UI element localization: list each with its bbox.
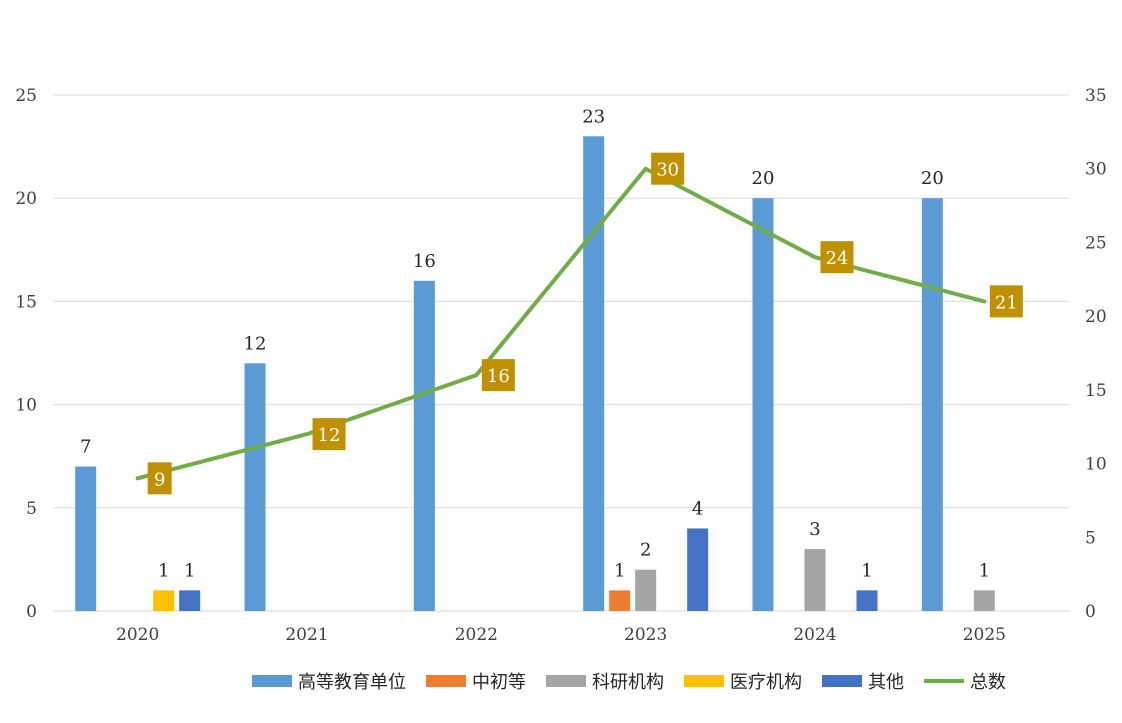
bar xyxy=(413,280,435,611)
bar-value-label: 20 xyxy=(921,168,944,189)
legend-swatch xyxy=(684,675,724,687)
y-tick-label: 25 xyxy=(15,86,37,106)
x-tick-label: 2021 xyxy=(285,625,328,645)
total-value-label: 24 xyxy=(826,248,849,269)
bar-value-label: 12 xyxy=(244,333,267,354)
y2-tick-label: 35 xyxy=(1085,86,1107,106)
total-label-box xyxy=(312,418,346,451)
y-tick-label: 5 xyxy=(26,499,37,519)
legend-label: 医疗机构 xyxy=(730,672,802,693)
bar-value-label: 1 xyxy=(614,560,625,581)
total-label-box xyxy=(989,285,1023,318)
y-tick-label: 15 xyxy=(15,292,37,312)
bar xyxy=(856,590,878,611)
y-tick-label: 20 xyxy=(15,189,37,209)
bar-value-label: 1 xyxy=(158,560,169,581)
bar-value-label: 1 xyxy=(861,560,872,581)
y2-tick-label: 30 xyxy=(1085,160,1107,180)
x-tick-label: 2025 xyxy=(963,625,1006,645)
bar-value-label: 1 xyxy=(184,560,195,581)
legend-swatch xyxy=(822,675,862,687)
bar-value-label: 3 xyxy=(809,519,820,540)
bar-value-label: 4 xyxy=(692,498,703,519)
legend-label: 总数 xyxy=(970,672,1006,693)
y2-tick-label: 15 xyxy=(1085,381,1107,401)
legend: 高等教育单位 中初等 科研机构 医疗机构 其他 总数 xyxy=(252,672,1006,693)
bar-value-label: 7 xyxy=(80,437,91,458)
gridlines xyxy=(53,94,1069,509)
total-label-box xyxy=(820,241,854,274)
y-tick-label: 0 xyxy=(26,602,37,622)
bar xyxy=(973,590,995,611)
x-tick-label: 2024 xyxy=(793,625,836,645)
x-tick-label: 2023 xyxy=(624,625,667,645)
total-value-label: 21 xyxy=(995,292,1018,313)
bar xyxy=(244,363,266,611)
bar-value-label: 1 xyxy=(979,560,990,581)
bar xyxy=(752,198,774,611)
bar xyxy=(687,528,709,611)
bar xyxy=(921,198,943,611)
x-tick-label: 2020 xyxy=(116,625,159,645)
y-tick-label: 10 xyxy=(15,396,37,416)
bar xyxy=(635,569,657,611)
legend-label: 科研机构 xyxy=(592,672,664,693)
total-value-label: 12 xyxy=(318,425,341,446)
bar xyxy=(583,136,605,611)
y2-tick-label: 0 xyxy=(1085,602,1096,622)
bars xyxy=(75,136,995,611)
bar-value-label: 23 xyxy=(582,106,605,127)
x-tick-label: 2022 xyxy=(455,625,498,645)
y2-tick-label: 25 xyxy=(1085,233,1107,253)
legend-swatch xyxy=(426,675,466,687)
bar xyxy=(153,590,175,611)
bar xyxy=(804,549,826,611)
legend-swatch xyxy=(546,675,586,687)
y2-tick-label: 10 xyxy=(1085,455,1107,475)
total-value-label: 16 xyxy=(487,366,510,387)
total-value-label: 9 xyxy=(154,469,165,490)
bar xyxy=(75,466,97,611)
legend-swatch xyxy=(252,675,292,687)
legend-label: 其他 xyxy=(868,672,904,693)
bar-value-label: 16 xyxy=(413,251,436,272)
y2-tick-label: 5 xyxy=(1085,528,1096,548)
total-label-box xyxy=(651,152,685,185)
bar-value-label: 20 xyxy=(752,168,775,189)
bar xyxy=(179,590,201,611)
bar-value-label: 2 xyxy=(640,540,651,561)
y2-tick-label: 20 xyxy=(1085,307,1107,327)
total-label-box xyxy=(481,359,515,392)
bar xyxy=(609,590,631,611)
total-value-label: 30 xyxy=(656,160,679,181)
total-label-box xyxy=(147,462,172,495)
legend-label: 中初等 xyxy=(472,672,526,693)
legend-label: 高等教育单位 xyxy=(298,672,406,693)
